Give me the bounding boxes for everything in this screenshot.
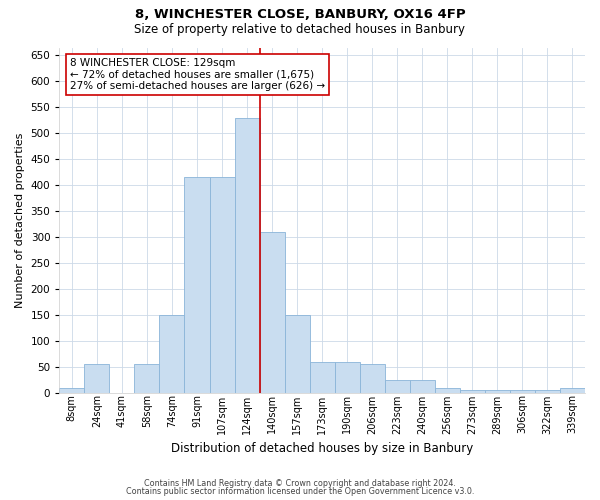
- Bar: [560, 388, 585, 393]
- Bar: [235, 118, 260, 393]
- Y-axis label: Number of detached properties: Number of detached properties: [15, 132, 25, 308]
- X-axis label: Distribution of detached houses by size in Banbury: Distribution of detached houses by size …: [171, 442, 473, 455]
- Bar: [184, 178, 209, 393]
- Bar: [460, 390, 485, 393]
- Bar: [360, 364, 385, 393]
- Bar: [435, 388, 460, 393]
- Text: 8 WINCHESTER CLOSE: 129sqm
← 72% of detached houses are smaller (1,675)
27% of s: 8 WINCHESTER CLOSE: 129sqm ← 72% of deta…: [70, 58, 325, 91]
- Text: Contains public sector information licensed under the Open Government Licence v3: Contains public sector information licen…: [126, 487, 474, 496]
- Bar: [209, 178, 235, 393]
- Bar: [284, 315, 310, 393]
- Bar: [485, 390, 510, 393]
- Bar: [134, 364, 160, 393]
- Bar: [59, 388, 85, 393]
- Bar: [385, 380, 410, 393]
- Bar: [510, 390, 535, 393]
- Bar: [160, 315, 184, 393]
- Text: Contains HM Land Registry data © Crown copyright and database right 2024.: Contains HM Land Registry data © Crown c…: [144, 478, 456, 488]
- Bar: [310, 362, 335, 393]
- Bar: [85, 364, 109, 393]
- Bar: [535, 390, 560, 393]
- Text: Size of property relative to detached houses in Banbury: Size of property relative to detached ho…: [134, 22, 466, 36]
- Bar: [410, 380, 435, 393]
- Bar: [260, 232, 284, 393]
- Bar: [335, 362, 360, 393]
- Text: 8, WINCHESTER CLOSE, BANBURY, OX16 4FP: 8, WINCHESTER CLOSE, BANBURY, OX16 4FP: [134, 8, 466, 20]
